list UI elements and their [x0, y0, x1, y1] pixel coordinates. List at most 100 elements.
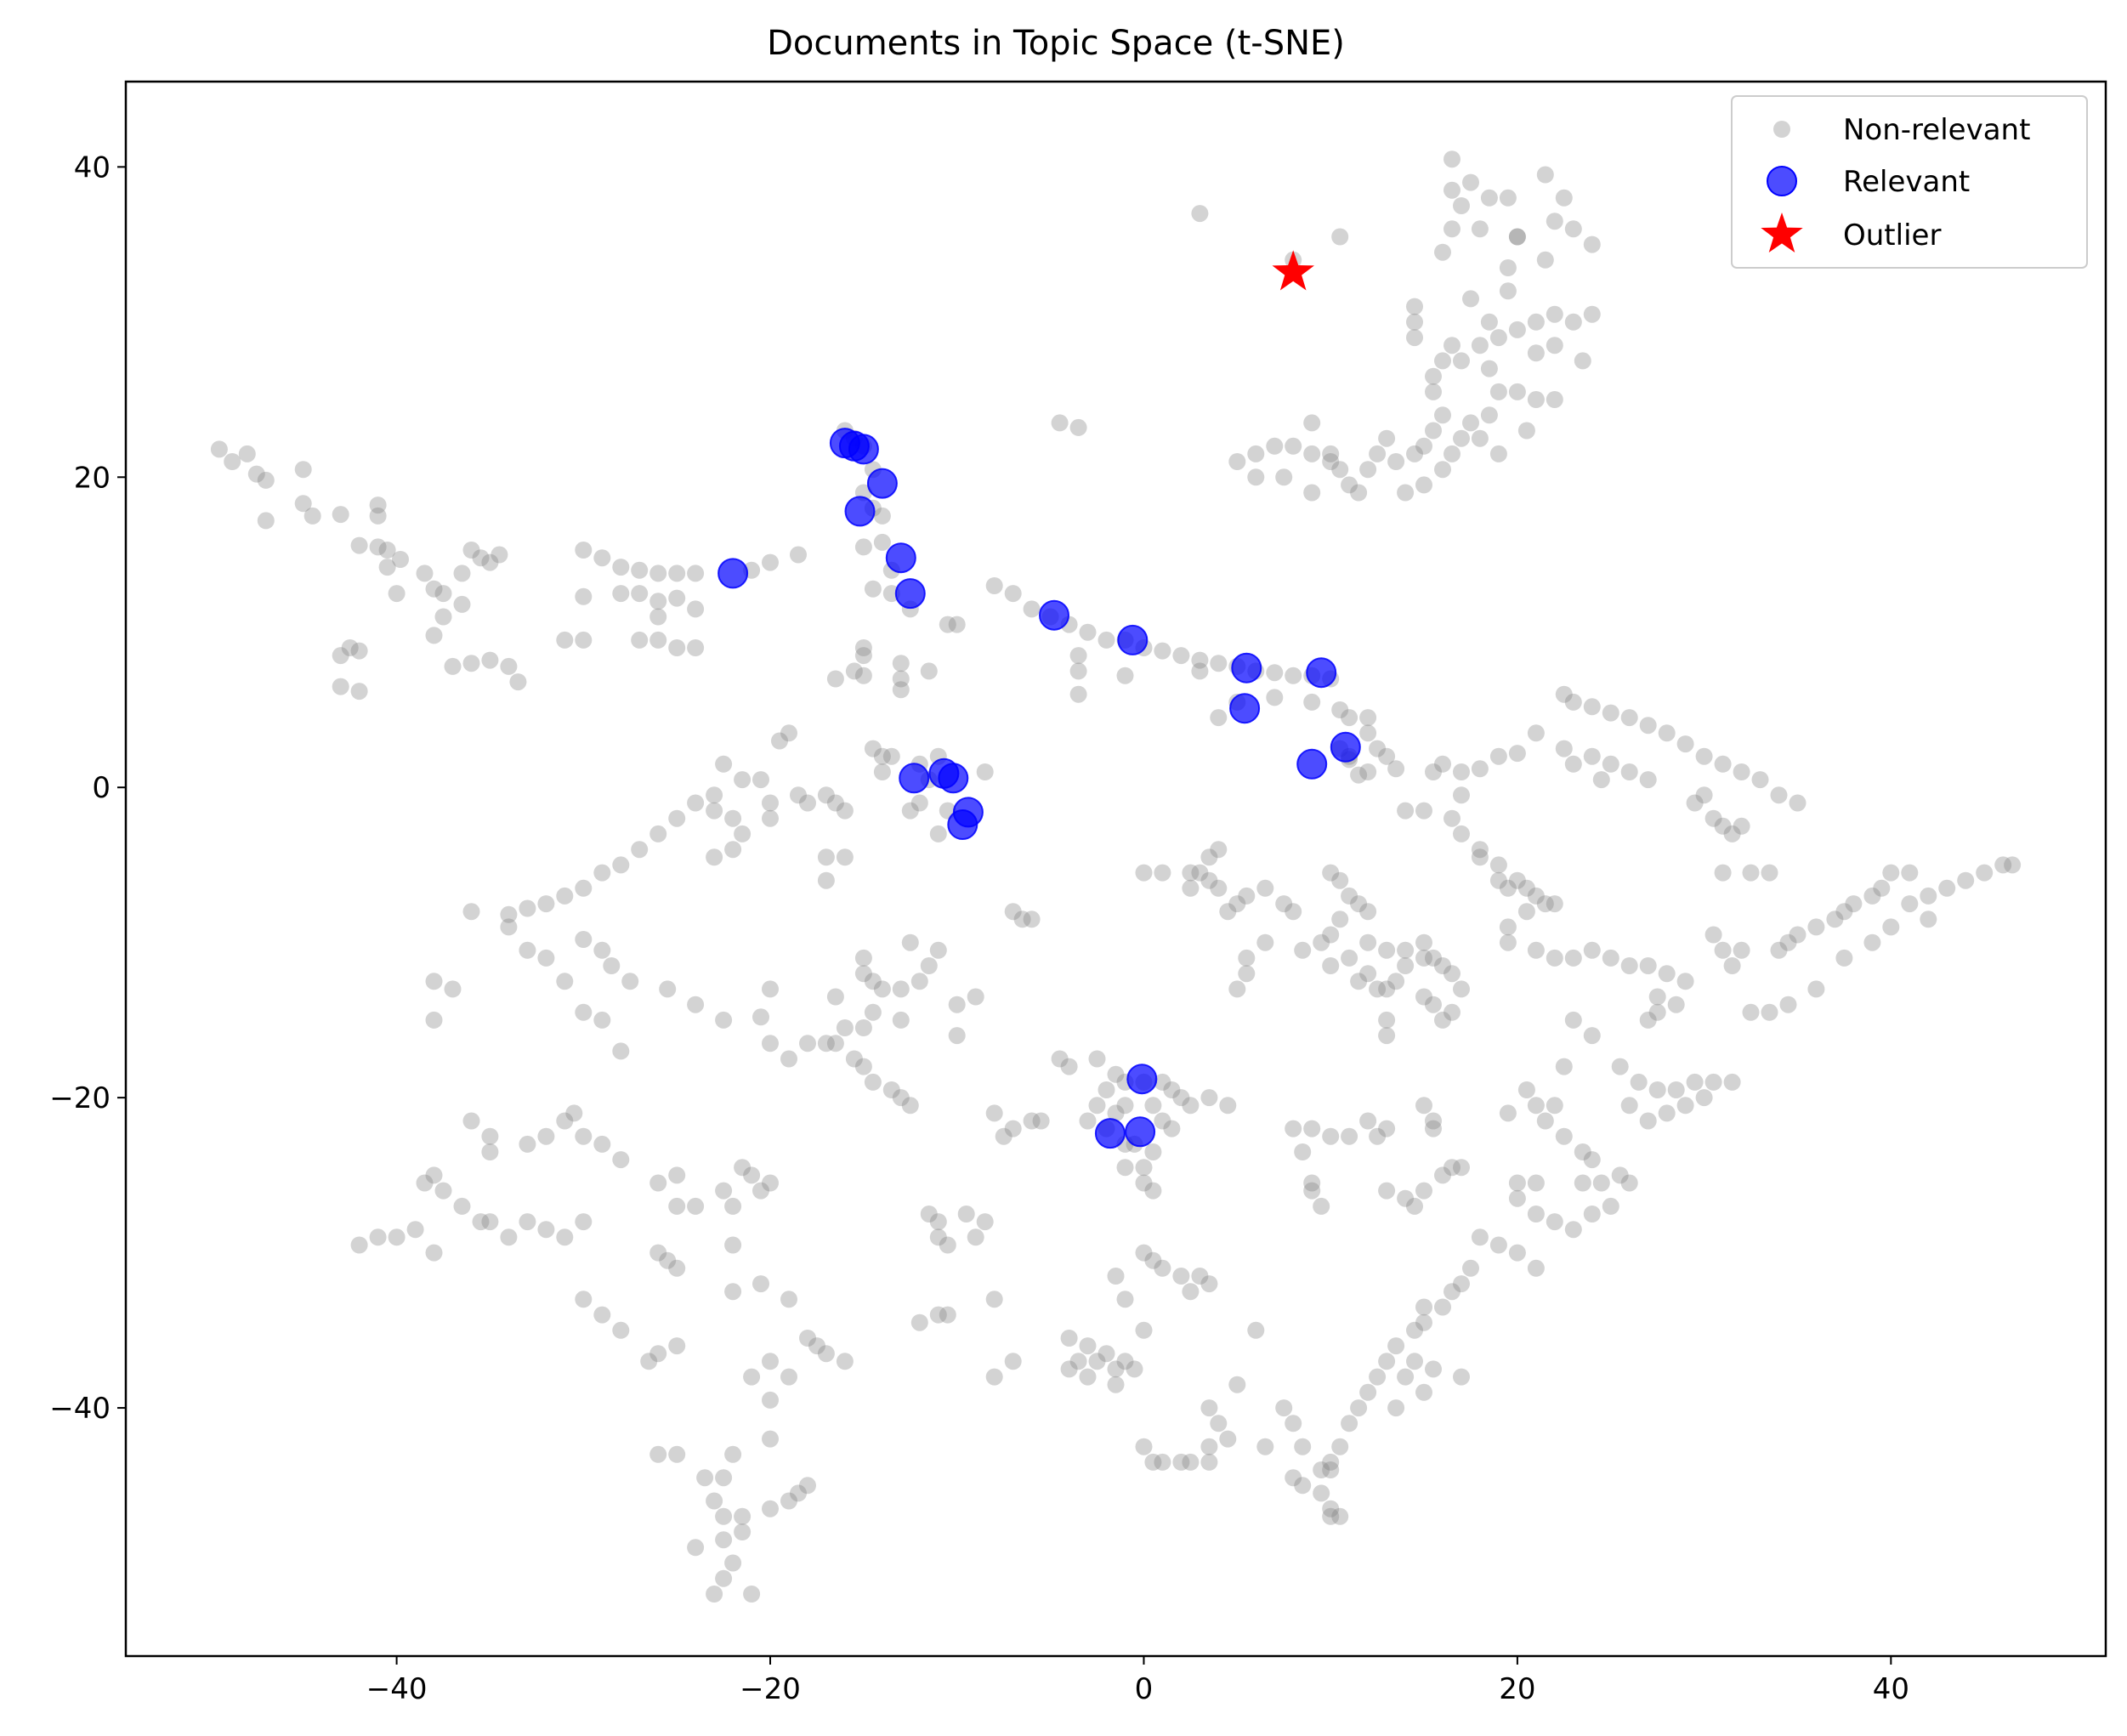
non-relevant-point — [1742, 864, 1760, 882]
relevant-point — [1296, 748, 1328, 780]
non-relevant-point — [687, 1539, 705, 1557]
non-relevant-point — [1107, 1104, 1125, 1122]
non-relevant-point — [1639, 1011, 1657, 1029]
non-relevant-point — [257, 471, 275, 489]
non-relevant-point — [1285, 437, 1302, 455]
non-relevant-point — [734, 1507, 752, 1525]
non-relevant-point — [1285, 1469, 1302, 1487]
non-relevant-point — [1200, 1275, 1218, 1293]
non-relevant-point — [1564, 313, 1582, 331]
non-relevant-point — [939, 1306, 956, 1324]
non-relevant-point — [481, 1127, 499, 1145]
non-relevant-point — [1648, 988, 1666, 1006]
non-relevant-point — [1369, 1127, 1387, 1145]
non-relevant-point — [771, 732, 788, 750]
non-relevant-point — [687, 996, 705, 1013]
non-relevant-point — [1415, 1097, 1432, 1115]
non-relevant-point — [1789, 794, 1807, 812]
x-tick-label: 20 — [1499, 1672, 1535, 1706]
relevant-point — [848, 434, 879, 465]
non-relevant-point — [929, 1228, 947, 1246]
non-relevant-point — [1107, 1268, 1125, 1285]
non-relevant-point — [668, 1166, 686, 1184]
non-relevant-point — [1714, 817, 1732, 835]
non-relevant-point — [1976, 864, 1994, 882]
non-relevant-point — [1182, 1283, 1200, 1301]
non-relevant-point — [537, 1127, 555, 1145]
non-relevant-point — [910, 1313, 928, 1331]
non-relevant-point — [1228, 1376, 1246, 1393]
non-relevant-point — [612, 1042, 630, 1060]
non-relevant-point — [1957, 871, 1975, 889]
non-relevant-point — [1779, 996, 1797, 1013]
non-relevant-point — [817, 1035, 835, 1052]
non-relevant-point — [836, 1353, 854, 1370]
non-relevant-point — [575, 542, 593, 559]
non-relevant-point — [1770, 941, 1788, 959]
non-relevant-point — [715, 1531, 733, 1549]
non-relevant-point — [519, 1135, 536, 1153]
non-relevant-point — [1331, 1507, 1349, 1525]
non-relevant-point — [780, 1368, 797, 1386]
non-relevant-point — [1088, 1353, 1106, 1370]
non-relevant-point — [1238, 887, 1256, 905]
non-relevant-point — [1378, 980, 1396, 998]
non-relevant-point — [1434, 957, 1451, 974]
non-relevant-point — [687, 600, 705, 618]
non-relevant-point — [1088, 1097, 1106, 1115]
non-relevant-point — [1453, 825, 1470, 842]
plot-frame — [124, 80, 2107, 1658]
non-relevant-point — [734, 771, 752, 789]
non-relevant-point — [762, 1353, 779, 1370]
non-relevant-point — [1770, 786, 1788, 804]
non-relevant-point — [1415, 1313, 1432, 1331]
non-relevant-point — [1676, 735, 1694, 753]
non-relevant-point — [1228, 895, 1246, 913]
relevant-point — [1229, 693, 1261, 724]
non-relevant-point — [1508, 228, 1526, 246]
non-relevant-point — [481, 651, 499, 669]
non-relevant-point — [1350, 766, 1368, 784]
non-relevant-point — [1397, 957, 1415, 974]
non-relevant-point — [1387, 453, 1405, 470]
non-relevant-point — [434, 608, 452, 626]
non-relevant-point — [1415, 437, 1432, 455]
non-relevant-point — [762, 794, 779, 812]
y-axis: −40 −20 0 20 40 — [49, 150, 126, 1426]
non-relevant-point — [1723, 1073, 1741, 1091]
non-relevant-point — [706, 1492, 723, 1510]
non-relevant-point — [612, 1321, 630, 1339]
y-tick-label: −40 — [49, 1392, 111, 1426]
non-relevant-point — [1256, 879, 1274, 897]
non-relevant-point — [462, 655, 480, 672]
non-relevant-point — [948, 1027, 966, 1045]
non-relevant-point — [537, 895, 555, 913]
non-relevant-point — [406, 1221, 424, 1239]
non-relevant-point — [575, 587, 593, 605]
non-relevant-point — [1359, 709, 1377, 727]
non-relevant-point — [453, 595, 471, 613]
non-relevant-point — [1303, 445, 1321, 462]
non-relevant-point — [799, 1477, 816, 1495]
non-relevant-point — [1313, 1197, 1330, 1215]
non-relevant-point — [1630, 1073, 1648, 1091]
legend-outlier-label: Outlier — [1843, 218, 1941, 252]
non-relevant-point — [1397, 1189, 1415, 1207]
non-relevant-point — [1107, 1065, 1125, 1083]
non-relevant-point — [1154, 1259, 1171, 1277]
non-relevant-point — [1116, 1353, 1134, 1370]
non-relevant-point — [1648, 1003, 1666, 1021]
non-relevant-point — [575, 1213, 593, 1231]
non-relevant-point — [593, 941, 611, 959]
non-relevant-point — [976, 763, 994, 780]
non-relevant-point — [864, 740, 882, 757]
non-relevant-point — [762, 1035, 779, 1052]
non-relevant-point — [1266, 664, 1284, 682]
non-relevant-point — [1508, 321, 1526, 338]
non-relevant-point — [668, 564, 686, 582]
non-relevant-point — [1536, 1112, 1554, 1130]
non-relevant-point — [1704, 926, 1722, 944]
non-relevant-point — [1882, 864, 1900, 882]
non-relevant-point — [332, 506, 349, 524]
non-relevant-point — [1341, 709, 1358, 727]
